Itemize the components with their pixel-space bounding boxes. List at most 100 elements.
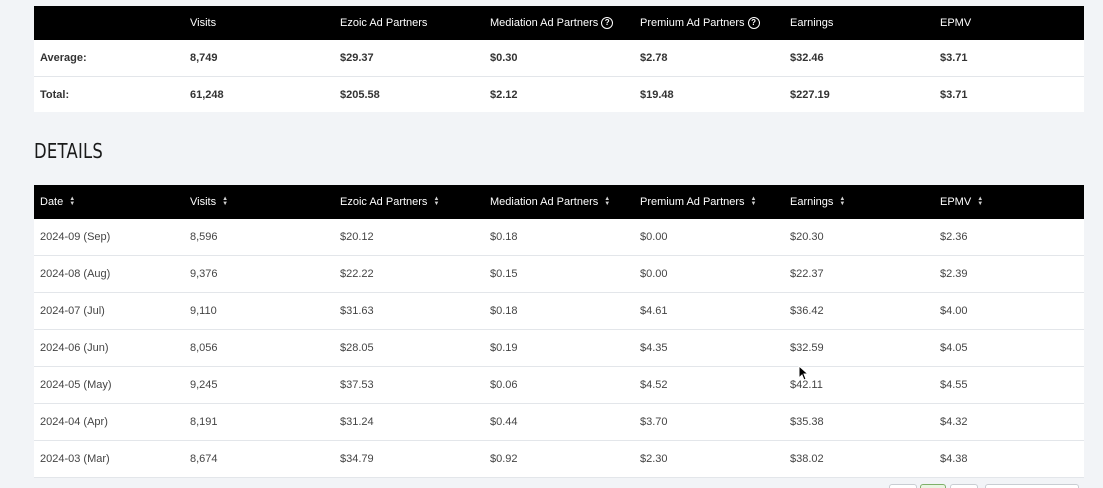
column-header-visits[interactable]: Visits ▲ ▼ <box>184 196 334 208</box>
cell-earnings: $42.11 <box>790 379 823 391</box>
summary-label: Total: <box>40 88 70 101</box>
cell-mediation: $0.92 <box>490 453 518 465</box>
cell-epmv: $2.36 <box>940 231 968 243</box>
column-header-label: Premium Ad Partners <box>640 196 745 208</box>
pagination-per-page-select[interactable] <box>985 484 1079 488</box>
summary-header-earnings: Earnings <box>790 17 834 29</box>
pagination-page-button[interactable] <box>920 484 946 488</box>
cell-ezoic: $22.22 <box>340 268 374 280</box>
sort-arrows-icon[interactable]: ▲ ▼ <box>750 196 757 207</box>
summary-mediation: $2.12 <box>490 88 518 101</box>
cell-ezoic: $28.05 <box>340 342 374 354</box>
cell-visits: 8,056 <box>190 342 218 354</box>
summary-label: Average: <box>40 52 87 64</box>
column-header-epmv[interactable]: EPMV ▲ ▼ <box>934 196 1084 208</box>
cell-visits: 8,596 <box>190 231 218 243</box>
summary-epmv: $3.71 <box>940 52 968 64</box>
cell-mediation: $0.15 <box>490 268 518 280</box>
table-row: 2024-08 (Aug) 9,376 $22.22 $0.15 $0.00 $… <box>34 256 1084 293</box>
sort-arrows-icon[interactable]: ▲ ▼ <box>604 196 611 207</box>
summary-header-visits: Visits <box>190 17 217 29</box>
cell-premium: $0.00 <box>640 268 668 280</box>
cell-epmv: $2.39 <box>940 268 968 280</box>
summary-earnings: $32.46 <box>790 52 824 64</box>
column-header-premium[interactable]: Premium Ad Partners ▲ ▼ <box>634 196 784 208</box>
summary-header-ezoic: Ezoic Ad Partners <box>340 17 428 29</box>
cell-earnings: $32.59 <box>790 342 824 354</box>
cell-epmv: $4.00 <box>940 305 968 317</box>
cell-date: 2024-06 (Jun) <box>40 342 109 354</box>
sort-arrows-icon[interactable]: ▲ ▼ <box>222 196 229 207</box>
cell-visits: 8,674 <box>190 453 218 465</box>
column-header-ezoic[interactable]: Ezoic Ad Partners ▲ ▼ <box>334 196 484 208</box>
summary-earnings: $227.19 <box>790 88 830 101</box>
column-header-earnings[interactable]: Earnings ▲ ▼ <box>784 196 934 208</box>
cell-premium: $4.52 <box>640 379 668 391</box>
summary-row-average: Average: 8,749 $29.37 $0.30 $2.78 $32.46… <box>34 40 1084 77</box>
help-circle-icon[interactable]: ? <box>747 17 760 29</box>
sort-arrows-icon[interactable]: ▲ ▼ <box>69 196 76 207</box>
cell-visits: 9,245 <box>190 379 218 391</box>
table-row: 2024-04 (Apr) 8,191 $31.24 $0.44 $3.70 $… <box>34 404 1084 441</box>
column-header-date[interactable]: Date ▲ ▼ <box>34 196 184 208</box>
column-header-label: Visits <box>190 196 217 208</box>
cell-earnings: $36.42 <box>790 305 824 317</box>
summary-row-total: Total: 61,248 $205.58 $2.12 $19.48 $227.… <box>34 77 1084 112</box>
cell-date: 2024-08 (Aug) <box>40 268 111 280</box>
table-row: 2024-06 (Jun) 8,056 $28.05 $0.19 $4.35 $… <box>34 330 1084 367</box>
summary-premium: $19.48 <box>640 88 674 101</box>
column-header-label: Date <box>40 196 64 208</box>
cell-epmv: $4.38 <box>940 453 968 465</box>
cell-epmv: $4.32 <box>940 416 968 428</box>
cell-visits: 8,191 <box>190 416 218 428</box>
cell-premium: $0.00 <box>640 231 668 243</box>
cell-premium: $4.61 <box>640 305 668 317</box>
summary-header-row: Visits Ezoic Ad Partners Mediation Ad Pa… <box>34 6 1084 40</box>
cell-epmv: $4.05 <box>940 342 968 354</box>
summary-table: Visits Ezoic Ad Partners Mediation Ad Pa… <box>34 6 1084 112</box>
pagination-prev-button[interactable] <box>889 484 917 488</box>
cell-ezoic: $20.12 <box>340 231 374 243</box>
cell-date: 2024-04 (Apr) <box>40 416 108 428</box>
pagination-next-button[interactable] <box>950 484 978 488</box>
details-table: Date ▲ ▼ Visits ▲ ▼ Ezoic Ad Partners ▲ ▼ M… <box>34 185 1084 478</box>
cell-mediation: $0.06 <box>490 379 518 391</box>
sort-arrows-icon[interactable]: ▲ ▼ <box>977 196 984 207</box>
details-heading: DETAILS <box>34 139 104 163</box>
help-circle-icon[interactable]: ? <box>601 17 614 29</box>
cell-epmv: $4.55 <box>940 379 968 391</box>
sort-arrows-icon[interactable]: ▲ ▼ <box>433 196 440 207</box>
summary-visits: 8,749 <box>190 52 218 64</box>
cell-premium: $3.70 <box>640 416 668 428</box>
summary-header-premium: Premium Ad Partners ? <box>634 17 784 29</box>
summary-ezoic: $205.58 <box>340 88 380 101</box>
cell-mediation: $0.19 <box>490 342 518 354</box>
cell-ezoic: $34.79 <box>340 453 374 465</box>
cell-visits: 9,376 <box>190 268 218 280</box>
cell-date: 2024-05 (May) <box>40 379 112 391</box>
summary-premium: $2.78 <box>640 52 668 64</box>
cell-date: 2024-09 (Sep) <box>40 231 111 243</box>
summary-mediation: $0.30 <box>490 52 518 64</box>
summary-header-premium-label: Premium Ad Partners <box>640 17 745 29</box>
summary-visits: 61,248 <box>190 88 224 101</box>
column-header-label: EPMV <box>940 196 972 208</box>
summary-header-epmv: EPMV <box>940 17 972 29</box>
cell-earnings: $35.38 <box>790 416 824 428</box>
cell-premium: $2.30 <box>640 453 668 465</box>
summary-epmv: $3.71 <box>940 88 968 101</box>
column-header-mediation[interactable]: Mediation Ad Partners ▲ ▼ <box>484 196 634 208</box>
summary-header-mediation: Mediation Ad Partners ? <box>484 17 634 29</box>
cell-mediation: $0.18 <box>490 231 518 243</box>
details-header-row: Date ▲ ▼ Visits ▲ ▼ Ezoic Ad Partners ▲ ▼ M… <box>34 185 1084 219</box>
cell-earnings: $20.30 <box>790 231 824 243</box>
cell-ezoic: $37.53 <box>340 379 374 391</box>
sort-arrows-icon[interactable]: ▲ ▼ <box>839 196 846 207</box>
cell-mediation: $0.44 <box>490 416 518 428</box>
cell-ezoic: $31.24 <box>340 416 374 428</box>
cell-premium: $4.35 <box>640 342 668 354</box>
cell-earnings: $22.37 <box>790 268 824 280</box>
cell-ezoic: $31.63 <box>340 305 374 317</box>
table-row: 2024-03 (Mar) 8,674 $34.79 $0.92 $2.30 $… <box>34 441 1084 478</box>
